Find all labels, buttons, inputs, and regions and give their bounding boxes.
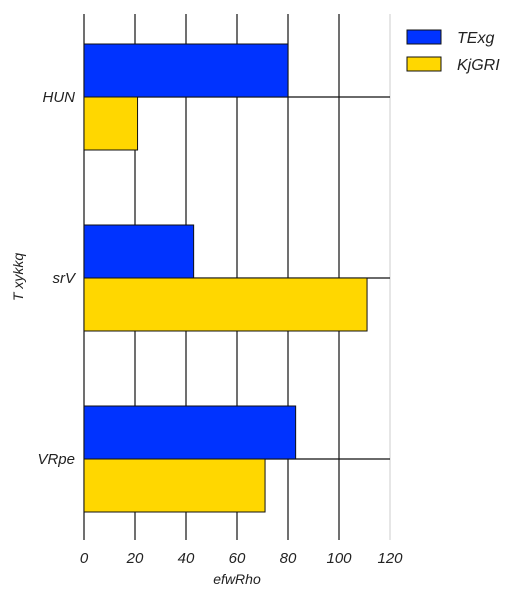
y-category-label-hun: HUN	[43, 89, 76, 106]
bar-texg-srv	[83, 224, 195, 279]
x-axis-label: efwRho	[213, 571, 261, 587]
legend-swatch-kjgri	[406, 56, 442, 72]
bar-kjgri-srv	[83, 277, 368, 332]
x-tick-label-20: 20	[126, 550, 144, 567]
bar-kjgri-hun	[83, 96, 139, 151]
x-tick-label-40: 40	[178, 550, 195, 567]
x-tick-label-80: 80	[280, 550, 297, 567]
x-tick-label-60: 60	[229, 550, 246, 567]
legend-label-kjgri: KjGRI	[457, 57, 500, 74]
y-axis-label: T xykkq	[10, 253, 26, 301]
bar-texg-hun	[83, 43, 289, 98]
x-tick-label-120: 120	[377, 550, 403, 567]
legend-swatch-texg	[406, 29, 442, 45]
bars	[83, 43, 368, 513]
legend-label-texg: TExg	[457, 30, 494, 47]
bar-kjgri-vrpe	[83, 458, 266, 513]
x-tick-label-100: 100	[326, 550, 352, 567]
y-category-label-srv: srV	[53, 270, 77, 287]
y-axis-categories: HUN srV VRpe	[37, 89, 77, 468]
y-category-label-vrpe: VRpe	[37, 451, 75, 468]
legend: TExg KjGRI	[406, 29, 500, 74]
bar-texg-vrpe	[83, 405, 297, 460]
x-axis-ticks: 0 20 40 60 80 100 120	[80, 550, 403, 567]
x-tick-label-0: 0	[80, 550, 89, 567]
